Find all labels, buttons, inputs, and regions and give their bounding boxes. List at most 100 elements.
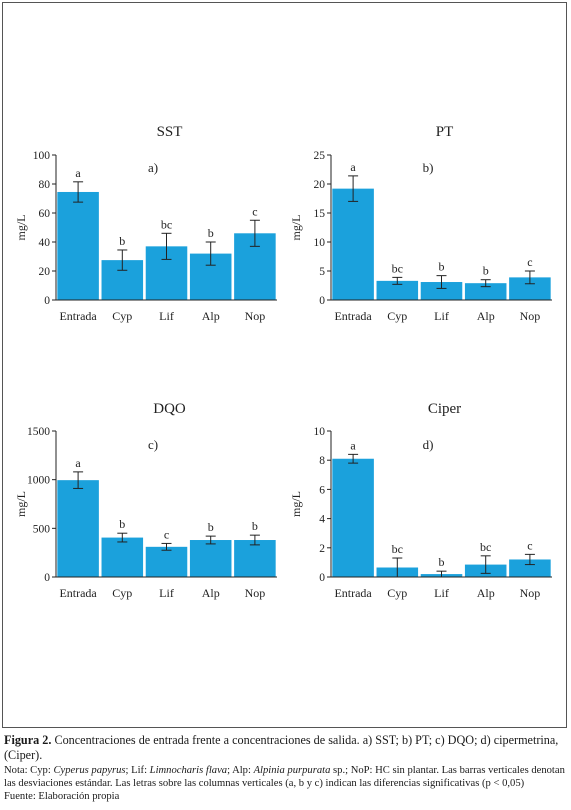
chart-1-ytick-label-6: 100 [33,150,51,162]
chart-2-bar-nop [509,277,551,300]
chart-2-bar-cyp [376,280,419,300]
chart-4-panel-label: d) [423,437,434,452]
figure-caption: Figura 2. Concentraciones de entrada fre… [4,733,567,804]
chart-2-ytick-label-1: 0 [319,295,325,307]
chart-1-sig-letter-3: bc [161,217,172,231]
chart-2-xtick-label-4: Alp [477,309,495,323]
chart-4-sig-letter-2: bc [392,542,403,556]
chart-3-sig-letter-5: b [252,519,258,533]
chart-2-bar-alp [464,283,507,300]
chart-1-ytick-label-2: 20 [39,266,51,278]
caption-source: Fuente: Elaboración propia [4,791,120,803]
chart-4-ylabel: mg/L [289,491,303,517]
chart-4-xtick-label-1: Entrada [334,586,372,600]
chart-4-sig-letter-4: bc [480,540,491,554]
note-species-cyperus: Cyperus papyrus [53,765,126,776]
chart-1-sig-letter-1: a [75,166,81,180]
chart-1-sig-letter-4: b [208,226,214,240]
chart-2-ytick-label-2: 5 [319,266,325,278]
chart-2-ytick-label-3: 10 [314,237,326,249]
chart-2-sig-letter-1: a [350,160,356,174]
note-text-2: ; Lif: [125,765,150,776]
chart-3-bar-nop [234,540,276,577]
chart-2-sig-letter-5: c [527,255,532,269]
chart-1-xtick-label-3: Lif [159,309,174,323]
chart-2-title: PT [436,124,454,140]
note-text-3: ; Alp: [227,765,254,776]
chart-3-bar-alp [189,540,232,577]
chart-1-panel-label: a) [148,160,158,175]
chart-3-sig-letter-4: b [208,520,214,534]
chart-1-ytick-label-5: 80 [39,179,51,191]
note-text-4: sp.; NoP: HC sin plantar. Las barras ver… [4,765,565,790]
chart-2-ytick-label-4: 15 [314,208,326,220]
chart-3-sig-letter-3: c [164,527,169,541]
chart-4-xtick-label-4: Alp [477,586,495,600]
note-species-limnocharis: Limnocharis flava [149,765,228,776]
chart-1-xtick-label-2: Cyp [112,309,132,323]
chart-4-title: Ciper [428,401,461,417]
chart-2-xtick-label-5: Nop [520,309,541,323]
caption-figure-text: Concentraciones de entrada frente a conc… [4,733,559,762]
chart-3-xtick-label-5: Nop [245,586,266,600]
chart-4-xtick-label-3: Lif [434,586,449,600]
chart-4-bar-nop [509,559,551,577]
chart-2-panel-label: b) [423,160,434,175]
chart-2-ytick-label-5: 20 [314,179,326,191]
chart-1-ytick-label-3: 40 [39,237,51,249]
chart-1-title: SST [157,124,183,140]
chart-2-xtick-label-3: Lif [434,309,449,323]
chart-4-ytick-label-3: 4 [319,514,325,526]
caption-main: Figura 2. Concentraciones de entrada fre… [4,733,567,763]
chart-3-panel-label: c) [148,437,158,452]
chart-4-xtick-label-5: Nop [520,586,541,600]
chart-3-ytick-label-4: 1500 [27,426,50,438]
chart-3-ylabel: mg/L [14,491,28,517]
chart-3-xtick-label-2: Cyp [112,586,132,600]
chart-3-bar-cyp [101,537,144,577]
chart-3-bar-entrada [57,480,99,577]
chart-4-sig-letter-5: c [527,538,532,552]
chart-1-ytick-label-1: 0 [44,295,50,307]
charts-canvas: SSTa)mg/LaEntradabCypbcLifbAlpcNop020406… [14,124,552,600]
chart-4-bar-entrada [332,458,374,577]
chart-4-xtick-label-2: Cyp [387,586,407,600]
chart-4-ytick-label-6: 10 [314,426,326,438]
chart-3-title: DQO [153,401,186,417]
chart-1-ytick-label-4: 60 [39,208,51,220]
chart-1-sig-letter-5: c [252,204,257,218]
chart-1-xtick-label-1: Entrada [59,309,97,323]
chart-2-xtick-label-2: Cyp [387,309,407,323]
chart-3-ytick-label-1: 0 [44,572,50,584]
chart-2-ytick-label-6: 25 [314,150,326,162]
chart-4-ytick-label-5: 8 [319,455,325,467]
chart-4-ytick-label-1: 0 [319,572,325,584]
chart-4-ytick-label-4: 6 [319,484,325,496]
chart-3-bar-lif [145,546,188,577]
chart-3-ytick-label-3: 1000 [27,475,50,487]
chart-2-ylabel: mg/L [289,215,303,241]
chart-4-sig-letter-1: a [350,438,356,452]
chart-1-xtick-label-5: Nop [245,309,266,323]
chart-3-ytick-label-2: 500 [33,523,51,535]
chart-2-sig-letter-4: b [483,264,489,278]
caption-note: Nota: Cyp: Cyperus papyrus; Lif: Limnoch… [4,764,567,790]
chart-1-ylabel: mg/L [14,215,28,241]
chart-2-xtick-label-1: Entrada [334,309,372,323]
chart-3-sig-letter-2: b [119,517,125,531]
chart-1-sig-letter-2: b [119,234,125,248]
chart-2-sig-letter-3: b [439,260,445,274]
chart-3-xtick-label-4: Alp [202,586,220,600]
chart-2-sig-letter-2: bc [392,261,403,275]
note-text-1: Nota: Cyp: [4,765,54,776]
chart-3-xtick-label-3: Lif [159,586,174,600]
chart-4-ytick-label-2: 2 [319,543,325,555]
chart-2-bar-lif [420,282,463,300]
chart-1-bar-entrada [57,191,99,300]
chart-4-sig-letter-3: b [439,555,445,569]
caption-figure-label: Figura 2. [4,733,52,747]
chart-2-bar-entrada [332,188,374,300]
chart-3-sig-letter-1: a [75,456,81,470]
note-species-alpinia: Alpinia purpurata [253,765,331,776]
figure-frame [2,2,567,728]
